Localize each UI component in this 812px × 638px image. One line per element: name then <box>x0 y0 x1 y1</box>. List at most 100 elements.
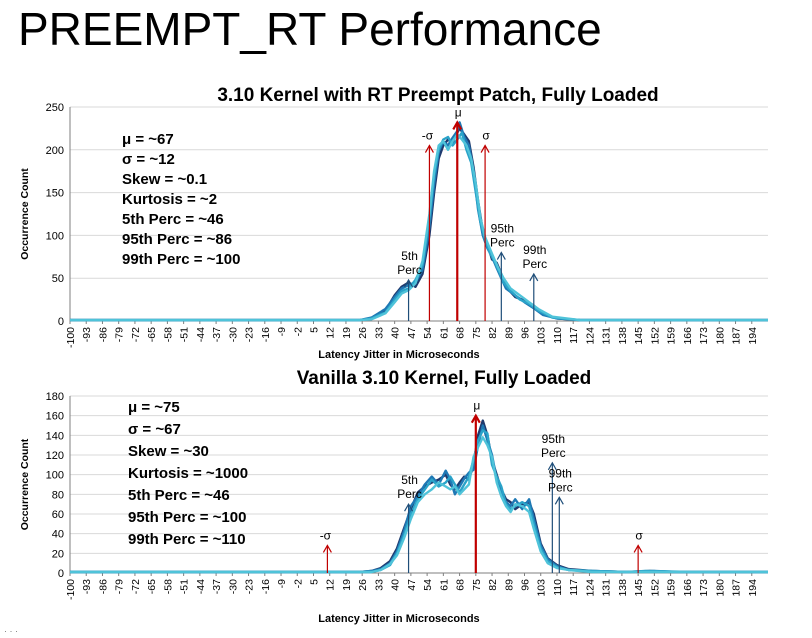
x-tick-label: -72 <box>130 579 142 594</box>
stat-line: Kurtosis = ~2 <box>122 191 217 208</box>
x-tick-label: -37 <box>211 579 223 594</box>
y-tick-label: 100 <box>46 470 64 482</box>
x-tick-label: 173 <box>698 327 710 345</box>
x-tick-label: 138 <box>617 579 629 597</box>
x-tick-label: 75 <box>471 327 483 339</box>
x-tick-label: -65 <box>146 579 158 594</box>
x-tick-label: 131 <box>601 327 613 345</box>
x-tick-label: -30 <box>227 327 239 342</box>
x-tick-label: 152 <box>649 327 661 345</box>
mu-marker-arrow <box>452 120 463 130</box>
x-tick-label: 103 <box>536 327 548 345</box>
x-tick-label: 82 <box>487 327 499 339</box>
x-tick-label: 40 <box>390 579 402 591</box>
x-tick-label: -16 <box>260 579 272 594</box>
x-tick-label: 166 <box>682 579 694 597</box>
y-tick-label: 120 <box>46 450 64 462</box>
x-tick-label: 110 <box>552 579 564 596</box>
mu-marker-label: μ <box>473 399 480 413</box>
x-tick-label: 47 <box>406 327 418 339</box>
x-tick-label: 89 <box>503 579 515 591</box>
chart-title: 3.10 Kernel with RT Preempt Patch, Fully… <box>217 85 658 106</box>
x-tick-label: 131 <box>601 579 613 597</box>
perc-marker-arrow <box>529 272 539 282</box>
footer-mark: · · · <box>4 626 18 636</box>
perc-marker-label: 5th Perc <box>397 249 422 277</box>
y-tick-label: 80 <box>52 489 64 501</box>
series-line-4 <box>70 133 768 322</box>
x-tick-label: 33 <box>373 579 385 591</box>
x-tick-label: 40 <box>390 327 402 339</box>
stat-line: 99th Perc = ~110 <box>128 531 246 548</box>
x-tick-label: 19 <box>341 327 353 339</box>
x-tick-label: -30 <box>227 579 239 594</box>
x-tick-label: -2 <box>292 327 304 336</box>
x-tick-label: -93 <box>81 579 93 594</box>
x-tick-label: 138 <box>617 327 629 345</box>
x-tick-label: 124 <box>584 579 596 597</box>
x-tick-label: -58 <box>162 327 174 342</box>
x-tick-label: -58 <box>162 579 174 594</box>
perc-marker-arrow <box>547 461 557 471</box>
x-tick-label: -16 <box>260 327 272 342</box>
x-tick-label: 194 <box>747 579 759 597</box>
y-axis-label: Occurrence Count <box>19 438 31 530</box>
x-axis-label: Latency Jitter in Microseconds <box>318 613 479 625</box>
x-tick-label: -51 <box>179 579 191 594</box>
x-tick-label: 145 <box>633 579 645 597</box>
x-tick-label: 187 <box>731 327 743 345</box>
x-tick-label: 117 <box>568 327 580 344</box>
stat-line: σ = ~67 <box>128 421 181 438</box>
x-tick-label: 5 <box>308 327 320 333</box>
sigma-marker-arrow <box>480 144 490 153</box>
perc-marker-arrow <box>404 502 414 512</box>
x-tick-label: 26 <box>357 579 369 591</box>
stat-line: Skew = ~30 <box>128 443 209 460</box>
sigma-marker-label: σ <box>482 129 490 143</box>
x-tick-label: 89 <box>503 327 515 339</box>
sigma-marker-arrow <box>424 144 434 153</box>
perc-marker-arrow <box>554 496 564 505</box>
perc-marker-label: 95th Perc <box>490 222 515 250</box>
stat-line: Skew = ~0.1 <box>122 171 207 188</box>
perc-marker-label: 95th Perc <box>541 432 566 460</box>
sigma-marker-label: σ <box>635 528 643 542</box>
stat-line: μ = ~75 <box>128 399 180 416</box>
x-tick-label: 75 <box>471 579 483 591</box>
x-tick-label: 152 <box>649 579 661 597</box>
x-tick-label: -100 <box>65 327 77 348</box>
y-tick-label: 160 <box>46 411 64 423</box>
stat-line: 5th Perc = ~46 <box>128 487 230 504</box>
sigma-marker-arrow <box>633 544 643 553</box>
x-tick-label: -100 <box>65 579 77 600</box>
x-tick-label: 47 <box>406 579 418 591</box>
stat-line: μ = ~67 <box>122 131 174 148</box>
y-axis-label: Occurrence Count <box>19 168 31 260</box>
x-tick-label: -9 <box>276 327 288 336</box>
x-tick-label: 159 <box>666 579 678 597</box>
x-tick-label: 61 <box>438 327 450 339</box>
stat-line: 95th Perc = ~100 <box>128 509 246 526</box>
y-tick-label: 50 <box>52 273 64 285</box>
x-tick-label: 180 <box>714 579 726 597</box>
x-tick-label: 68 <box>455 327 467 339</box>
x-tick-label: 96 <box>520 579 532 591</box>
y-tick-label: 0 <box>58 316 64 328</box>
x-tick-label: -79 <box>114 579 126 594</box>
x-tick-label: -2 <box>292 579 304 588</box>
x-tick-label: 12 <box>325 579 337 591</box>
x-tick-label: 194 <box>747 327 759 345</box>
x-tick-label: 68 <box>455 579 467 591</box>
y-tick-label: 200 <box>46 145 64 157</box>
y-tick-label: 0 <box>58 568 64 580</box>
series-line-3 <box>70 131 768 322</box>
x-tick-label: 173 <box>698 579 710 597</box>
perc-marker-label: 99th Perc <box>522 243 547 271</box>
x-tick-label: -44 <box>195 327 207 342</box>
stat-line: 99th Perc = ~100 <box>122 251 240 268</box>
x-tick-label: 124 <box>584 327 596 345</box>
x-tick-label: -72 <box>130 327 142 342</box>
x-tick-label: 26 <box>357 327 369 339</box>
x-tick-label: -86 <box>97 579 109 594</box>
y-tick-label: 250 <box>46 102 64 114</box>
